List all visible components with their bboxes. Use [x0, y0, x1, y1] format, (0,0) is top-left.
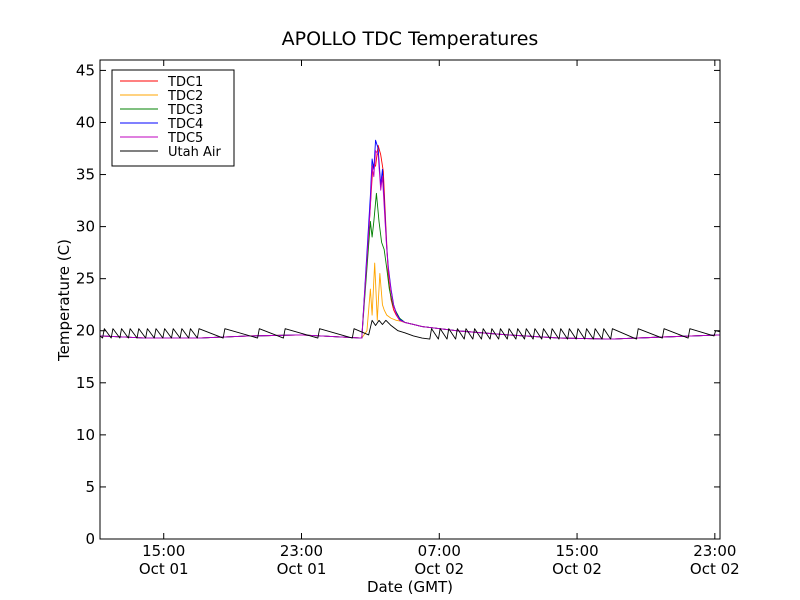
series-line-utah-air [99, 319, 721, 340]
x-tick-label-date: Oct 02 [690, 560, 740, 578]
y-tick-label: 10 [76, 426, 95, 444]
x-tick-label-time: 15:00 [142, 542, 185, 560]
x-tick-label-time: 07:00 [418, 542, 461, 560]
chart-title: APOLLO TDC Temperatures [282, 28, 539, 50]
x-tick-label-date: Oct 01 [139, 560, 189, 578]
y-tick-label: 0 [85, 530, 95, 548]
series-line-tdc4 [99, 139, 721, 340]
series-line-tdc5 [99, 150, 721, 340]
legend-box [111, 69, 235, 167]
series-line-tdc2 [99, 262, 721, 340]
y-tick-label: 5 [85, 478, 95, 496]
legend-label: TDC3 [167, 103, 203, 118]
y-tick-label: 40 [76, 113, 95, 131]
x-tick-label-time: 15:00 [555, 542, 598, 560]
x-tick-label-time: 23:00 [693, 542, 736, 560]
y-tick-label: 20 [76, 322, 95, 340]
plot-frame [99, 59, 721, 540]
x-tick-label-date: Oct 01 [277, 560, 327, 578]
y-tick-label: 30 [76, 218, 95, 236]
y-tick-label: 25 [76, 270, 95, 288]
legend-label: TDC2 [167, 89, 203, 104]
legend-label: Utah Air [168, 145, 221, 160]
legend-label: TDC1 [167, 75, 203, 90]
x-tick-label-date: Oct 02 [552, 560, 602, 578]
legend-label: TDC4 [167, 117, 203, 132]
series-line-tdc1 [99, 144, 721, 340]
x-tick-label-date: Oct 02 [414, 560, 464, 578]
x-tick-label-time: 23:00 [280, 542, 323, 560]
x-axis-label: Date (GMT) [367, 578, 453, 596]
series-layer [99, 139, 721, 340]
y-axis-label: Temperature (C) [55, 239, 73, 362]
series-line-tdc3 [99, 192, 721, 340]
y-tick-label: 35 [76, 166, 95, 184]
y-tick-label: 45 [76, 61, 95, 79]
y-tick-label: 15 [76, 374, 95, 392]
legend-label: TDC5 [167, 131, 203, 146]
